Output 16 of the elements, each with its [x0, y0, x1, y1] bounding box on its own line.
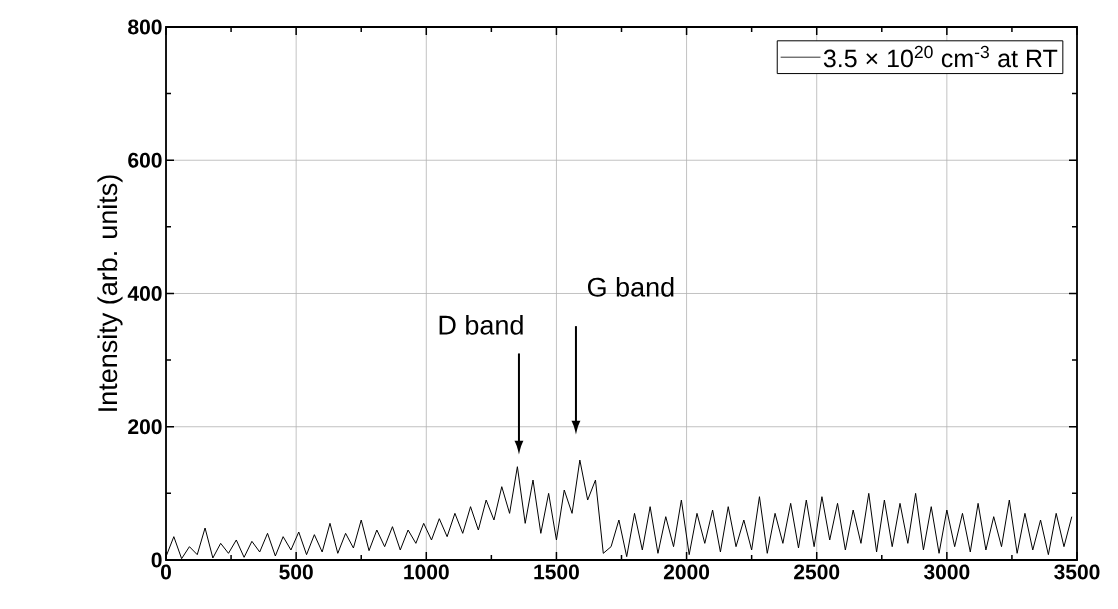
y-axis-title: Intensity (arb. units)	[97, 175, 123, 411]
annotation: D band	[439, 314, 523, 335]
y-tick-label: 600	[128, 152, 162, 168]
x-tick-label: 2500	[794, 564, 840, 580]
legend-label: 3.5 × 10$^{20}$ cm$^{-3}$ at RT	[823, 45, 1058, 68]
x-tick-label: 1500	[534, 564, 579, 580]
y-tick-label: 400	[127, 286, 162, 301]
x-tick-label: 3500	[1054, 564, 1100, 580]
x-tick-label: 1000	[404, 564, 449, 580]
y-tick-label: 200	[128, 419, 162, 435]
y-tick-label: 0	[151, 552, 162, 568]
annotation: G band	[587, 276, 674, 297]
y-tick-label: 800	[128, 19, 162, 35]
x-tick-label: 2000	[663, 564, 710, 580]
x-tick-label: 3000	[923, 564, 970, 580]
x-tick-label: 500	[279, 564, 313, 580]
